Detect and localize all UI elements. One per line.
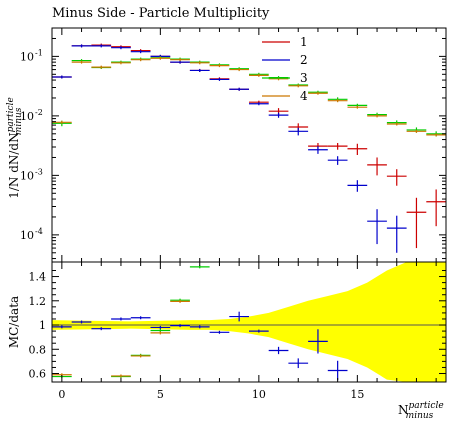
x-tick-label-1: 5 <box>157 388 164 401</box>
ratio-tick-label-4: 0.6 <box>29 368 47 381</box>
y-tick-exp-1: -2 <box>35 108 43 117</box>
ratio-axis-label: MC/data <box>7 296 21 348</box>
ratio-tick-label-2: 1 <box>39 319 46 332</box>
ratio-tick-label-3: 0.8 <box>29 343 47 356</box>
y-tick-label-3: 10 <box>20 229 34 242</box>
x-tick-label-0: 0 <box>58 388 65 401</box>
y-tick-exp-2: -3 <box>35 167 43 176</box>
ratio-tick-label-1: 1.2 <box>29 295 47 308</box>
y-tick-exp-0: -1 <box>35 48 43 57</box>
x-tick-label-2: 10 <box>252 388 266 401</box>
y-tick-exp-3: -4 <box>35 227 43 236</box>
plot-frames <box>51 27 447 383</box>
y-axis-label: 1/N dN/dNparticleminus <box>6 97 24 199</box>
x-tick-label-3: 15 <box>350 388 364 401</box>
legend: 1 2 3 4 <box>262 35 308 103</box>
legend-label-4: 4 <box>300 89 308 103</box>
uncertainty-band <box>52 262 446 382</box>
x-axis-label: Nparticle minus <box>398 401 444 421</box>
legend-label-3: 3 <box>300 71 308 85</box>
legend-label-2: 2 <box>300 53 308 67</box>
y-tick-label-0: 10 <box>20 50 34 63</box>
y-tick-label-2: 10 <box>20 169 34 182</box>
legend-label-1: 1 <box>300 35 308 49</box>
main-plot <box>52 43 446 253</box>
chart-title: Minus Side - Particle Multiplicity <box>52 6 270 21</box>
ratio-plot <box>52 262 446 382</box>
ratio-frame <box>51 261 447 383</box>
ratio-tick-label-0: 1.4 <box>29 271 47 284</box>
y-tick-label-1: 10 <box>20 110 34 123</box>
